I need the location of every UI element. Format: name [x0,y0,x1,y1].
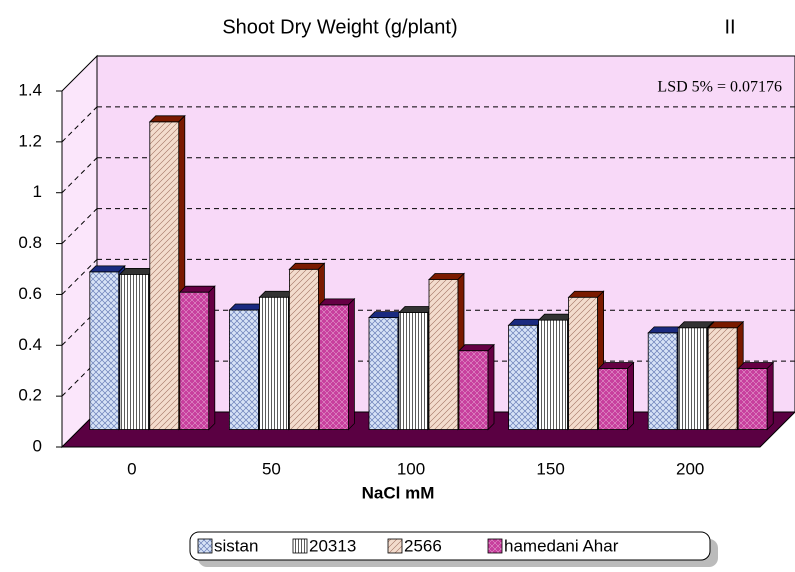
bar [538,319,568,430]
x-tick-label: 50 [262,459,281,478]
legend-label: sistan [214,536,258,555]
bar [647,332,678,430]
x-tick-label: 200 [676,459,704,478]
bar [677,327,708,430]
legend-swatch [292,538,308,554]
bar [258,296,289,430]
annotation: LSD 5% = 0.07176 [657,79,782,96]
y-tick-label: 1.4 [18,80,42,99]
legend [189,531,711,561]
y-tick-label: 0 [33,436,42,455]
bar [508,324,539,430]
y-tick-label: 0.8 [18,233,42,252]
bar [737,368,768,430]
bar [288,268,319,430]
legend-swatch [487,538,503,554]
bar-side [347,297,355,431]
bar [428,279,459,430]
bar [318,304,349,430]
bar [89,271,120,430]
x-tick-label: 150 [536,459,564,478]
bar [398,312,429,430]
bar [368,317,399,430]
bar-side [208,285,216,431]
legend-label: hamedani Ahar [504,536,619,555]
legend-label: 20313 [309,536,356,555]
bar [228,309,259,430]
y-tick-label: 1 [33,182,42,201]
x-tick-label: 100 [397,459,425,478]
x-tick-label: 0 [127,459,136,478]
bar [458,350,489,430]
bar [149,121,180,430]
y-tick-label: 1.2 [18,131,42,150]
bar [598,368,628,430]
bar [119,273,150,430]
legend-swatch [387,538,403,554]
bar-side [487,343,495,431]
legend-label: 2566 [404,536,442,555]
bar [179,291,210,430]
x-axis-label: NaCl mM [362,483,435,502]
legend-swatch [197,538,213,554]
y-tick-label: 0.4 [18,335,42,354]
bar [707,327,738,430]
chart-title: Shoot Dry Weight (g/plant) [222,16,457,38]
bar-side [627,361,634,431]
annotation: II [724,16,735,38]
bar-side [766,361,774,431]
y-tick-label: 0.2 [18,386,42,405]
bar [568,296,598,430]
y-tick-label: 0.6 [18,284,42,303]
